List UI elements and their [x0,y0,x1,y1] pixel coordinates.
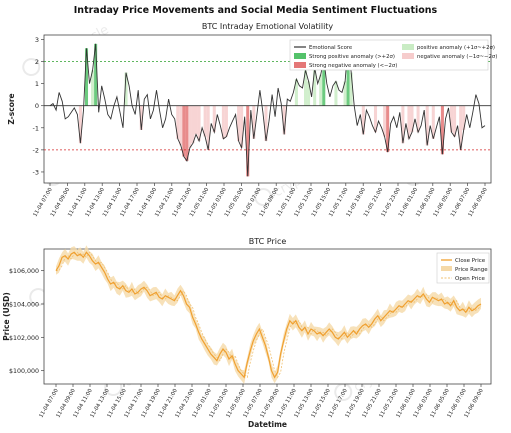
y-tick-label: -2 [33,146,39,154]
negative-band [206,105,210,150]
positive-band [334,81,338,106]
strong-positive-band [346,43,350,106]
strong-negative-band [185,105,189,161]
negative-band [453,105,457,137]
negative-band [191,105,195,144]
x-axis-label: Datetime [248,420,287,429]
negative-band [264,105,268,142]
y-tick-label: 0 [35,102,39,110]
positive-band [313,68,317,106]
negative-band [139,105,143,130]
figure-suptitle: Intraday Price Movements and Social Medi… [74,5,438,16]
negative-band [221,105,225,139]
legend-label: Close Price [455,258,486,264]
y-axis-label: Price (USD) [2,292,11,340]
positive-band [319,74,323,106]
negative-band [212,105,216,133]
negative-band [237,105,241,142]
y-axis-label: Z-score [7,93,16,124]
legend-swatch [294,62,306,68]
negative-band [240,105,244,148]
strong-negative-band [440,105,444,155]
legend-swatch [294,53,306,59]
legend-swatch [402,44,414,50]
y-tick-label: 3 [35,36,39,44]
y-tick-label: 2 [35,58,39,66]
negative-band [203,105,207,137]
strong-negative-band [182,105,186,157]
legend-label: Open Price [455,276,485,282]
y-tick-label: 1 [35,80,39,88]
negative-band [179,105,183,146]
legend-label: Strong positive anomaly (>+2σ) [309,54,395,60]
negative-band [407,105,411,139]
price-chart: BTC Price $100,000 $102,000 $104,000 $106,00… [2,237,492,429]
plot-frame [43,248,492,385]
negative-band [282,105,286,135]
negative-band [416,105,420,133]
positive-band [304,70,308,106]
emotion-chart: BTC Intraday Emotional Volatility -3 -2 -1 0… [7,22,497,218]
negative-band [462,105,466,130]
negative-band [78,105,82,144]
strong-positive-band [94,43,98,106]
legend: Emotional Score Strong positive anomaly (… [289,39,497,71]
negative-band [197,105,201,142]
positive-band [343,81,347,106]
chart-title: BTC Intraday Emotional Volatility [202,22,334,31]
strong-positive-band [322,59,326,106]
negative-band [450,105,454,133]
y-tick-label: $100,000 [9,368,39,375]
y-tick-label: $104,000 [9,302,39,309]
negative-band [410,105,414,133]
legend-swatch [441,266,452,271]
positive-band [124,72,128,106]
y-tick-label: -1 [33,124,39,132]
negative-band [373,105,378,133]
legend-label: Strong negative anomaly (<−2σ) [309,63,397,69]
negative-band [194,105,198,135]
negative-band [459,105,463,150]
negative-band [188,105,192,148]
chart-title: BTC Price [249,237,287,246]
series-line-emotional-score [49,43,486,177]
y-tick-label: $102,000 [9,335,39,342]
y-tick-label: -3 [33,168,39,176]
strong-negative-band [246,105,250,177]
negative-band [383,105,387,137]
negative-band [252,105,256,139]
negative-band [425,105,429,146]
negative-band [176,105,180,139]
positive-band [349,72,353,106]
legend-box [289,39,489,71]
legend-swatch [402,53,414,59]
negative-band [401,105,405,144]
legend-label: Emotional Score [309,45,352,51]
y-tick-label: $106,000 [9,268,39,275]
strong-positive-band [84,48,89,106]
negative-band [224,105,228,137]
legend: Close Price Price Range Open Price [436,252,490,284]
negative-band [361,105,365,135]
series-line-open-price [56,251,482,379]
strong-negative-band [386,105,390,153]
legend-label: Price Range [455,267,488,273]
series-line-close-price [55,251,482,379]
positive-band [294,79,298,106]
negative-band [431,105,435,139]
positive-band [307,81,311,106]
legend-label: positive anomaly (+1σ~+2σ) [417,45,495,51]
legend-label: negative anomaly (−1σ~−2σ) [417,54,497,60]
positive-band [91,70,95,106]
